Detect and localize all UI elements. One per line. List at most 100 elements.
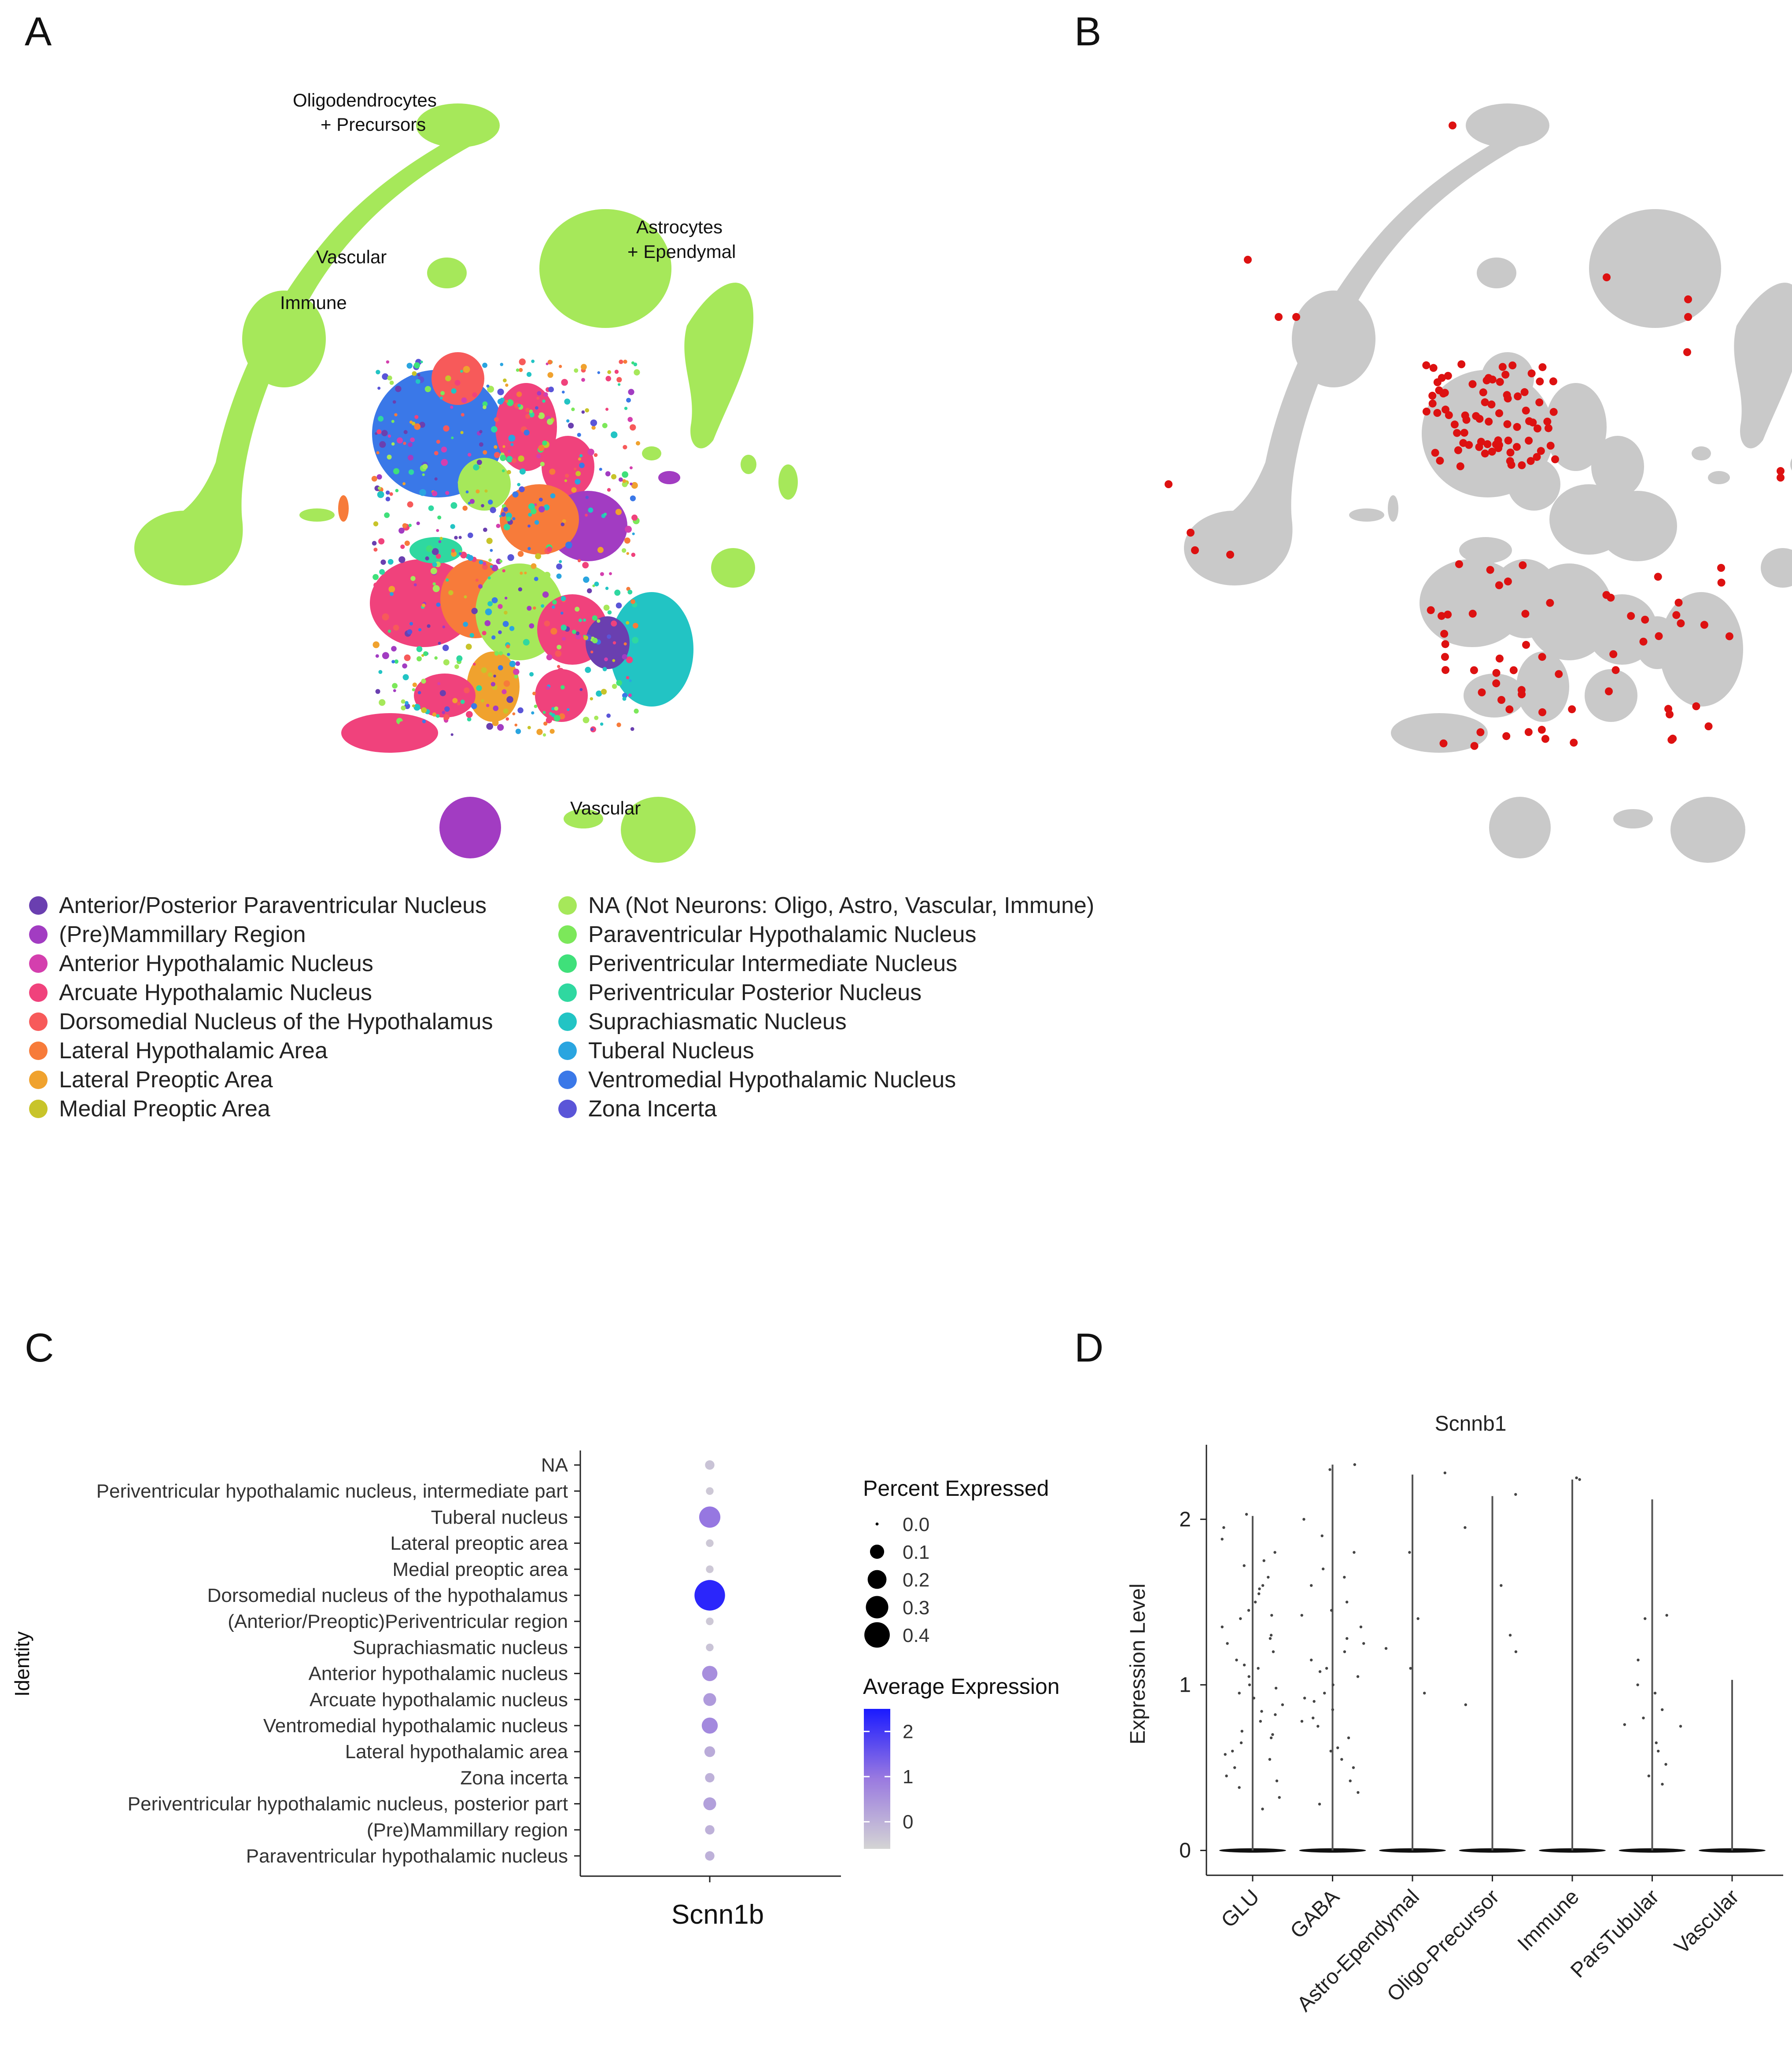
umap-a-cell <box>465 644 472 650</box>
umap-a-cell <box>484 620 491 626</box>
violin-point <box>1336 1746 1339 1749</box>
violin-point <box>1408 1551 1411 1554</box>
umap-a-cell <box>533 606 536 610</box>
legend-right-item: Zona Incerta <box>558 1094 1094 1123</box>
violin-point <box>1661 1708 1664 1711</box>
highlighted-cell <box>1481 449 1489 458</box>
violin-point <box>1225 1774 1228 1778</box>
umap-a-cell <box>417 691 421 695</box>
umap-a-cell <box>462 505 468 511</box>
umap-a-cell <box>398 556 406 563</box>
umap-a-cluster <box>741 455 756 474</box>
umap-a-cell <box>564 398 571 405</box>
umap-a-cell <box>415 379 420 384</box>
umap-a-cell <box>399 721 406 727</box>
umap-a-cell <box>417 727 422 733</box>
umap-a-cell <box>622 654 627 660</box>
umap-b-cluster <box>1349 508 1384 522</box>
violin-point <box>1384 1647 1388 1650</box>
umap-a-cell <box>519 486 525 493</box>
highlighted-cell <box>1502 732 1511 740</box>
umap-a-cell <box>409 622 413 626</box>
violin-point <box>1261 1807 1264 1811</box>
umap-a-cell <box>636 441 640 445</box>
umap-a-cell <box>381 430 388 436</box>
violin-point <box>1665 1614 1668 1617</box>
umap-a-cell <box>436 529 439 532</box>
highlighted-cell <box>1495 655 1504 663</box>
umap-a-cell <box>631 482 638 489</box>
umap-a-cell <box>392 400 396 404</box>
umap-a-cell <box>460 370 463 373</box>
violin-point <box>1248 1683 1251 1686</box>
violin-point <box>1318 1803 1321 1806</box>
umap-a-cell <box>413 704 420 711</box>
umap-a-cell <box>585 496 589 499</box>
umap-b-cluster <box>1388 495 1398 522</box>
violin-point <box>1443 1471 1446 1475</box>
violin-point <box>1269 1736 1273 1739</box>
legend-right-item: NA (Not Neurons: Oligo, Astro, Vascular,… <box>558 891 1094 920</box>
umap-a-cell <box>404 654 411 661</box>
umap-a-cell <box>571 487 577 493</box>
umap-a-cell <box>596 690 602 697</box>
highlighted-cell <box>1487 400 1496 409</box>
umap-a-cell <box>611 474 617 480</box>
umap-a-cell <box>441 446 447 453</box>
umap-a-cell <box>546 654 553 660</box>
panel-letter-d: D <box>1074 1325 1104 1370</box>
label-vascular-bottom: Vascular <box>570 798 641 818</box>
highlighted-cell <box>1546 442 1555 450</box>
umap-a-cell <box>412 371 417 376</box>
panel-letter-a: A <box>25 9 52 54</box>
umap-a-cell <box>490 549 493 552</box>
highlighted-cell <box>1717 578 1726 587</box>
umap-a-cell <box>460 431 464 434</box>
umap-a-cluster <box>416 103 500 147</box>
legend-right-item: Tuberal Nucleus <box>558 1036 1094 1065</box>
dotplot-row-label: Lateral hypothalamic area <box>345 1741 568 1763</box>
umap-a-cell <box>536 397 540 400</box>
umap-a-cell <box>519 468 526 475</box>
violin-point <box>1238 1692 1241 1695</box>
violin-y-title: Expression Level <box>1126 1583 1150 1745</box>
umap-a-cell <box>467 717 472 721</box>
umap-a-cell <box>505 717 509 721</box>
umap-a-cell <box>422 719 426 724</box>
umap-a-cluster <box>778 464 798 500</box>
highlighted-cell <box>1438 612 1445 620</box>
umap-a-cell <box>437 515 442 520</box>
highlighted-cell <box>1683 348 1691 356</box>
umap-a-cell <box>549 468 556 475</box>
umap-a-cell <box>387 629 391 633</box>
umap-b-cluster <box>1692 446 1711 460</box>
umap-a-cell <box>443 714 450 720</box>
umap-a-cell <box>602 667 607 671</box>
umap-a-cell <box>386 360 390 364</box>
highlighted-cell <box>1492 679 1501 688</box>
umap-b-highlighted-cells <box>1165 121 1785 750</box>
size-legend-dot <box>864 1622 890 1648</box>
umap-a-cell <box>606 713 611 718</box>
violin-point <box>1353 1463 1356 1466</box>
dotplot-dot <box>701 1717 718 1734</box>
umap-a-cell <box>372 574 379 580</box>
violin-point <box>1416 1617 1420 1620</box>
umap-a-cell <box>624 407 628 410</box>
umap-a-cell <box>393 625 399 631</box>
highlighted-cell <box>1445 411 1453 420</box>
umap-a-cell <box>393 468 399 475</box>
dotplot-dot <box>704 1746 715 1757</box>
dotplot-dot <box>705 1773 715 1783</box>
violin-y-tick-label: 1 <box>1179 1673 1191 1697</box>
legend-label: Periventricular Posterior Nucleus <box>588 980 922 1005</box>
umap-a-cell <box>432 562 437 567</box>
highlighted-cell <box>1275 313 1283 321</box>
umap-a-cell <box>464 595 467 599</box>
umap-a-cell <box>450 524 455 529</box>
umap-a-cell <box>412 688 415 692</box>
umap-a-cell <box>438 540 442 543</box>
violin-point <box>1262 1559 1265 1562</box>
umap-a-cell <box>385 497 391 501</box>
